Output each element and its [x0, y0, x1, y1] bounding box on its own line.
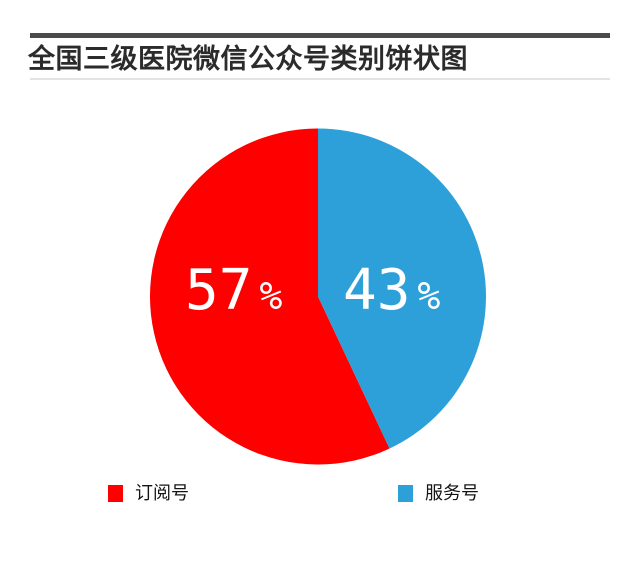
- legend-swatch-red: [108, 485, 123, 502]
- percent-sign: %: [417, 274, 441, 318]
- pie-slice-subscription-account: [150, 128, 390, 465]
- pie-chart: [150, 128, 486, 465]
- pie-slice-service-account: [318, 128, 486, 449]
- legend-label: 订阅号: [135, 483, 189, 503]
- percent-sign: %: [259, 274, 283, 318]
- legend-item-service: 服务号: [398, 483, 479, 503]
- header-top-rule: [30, 33, 610, 38]
- legend-swatch-blue: [398, 485, 413, 502]
- legend-label: 服务号: [425, 483, 479, 503]
- pie-label-service-percent: 43%: [343, 263, 440, 319]
- pie-label-subscription-percent: 57%: [185, 263, 282, 319]
- header-bottom-rule: [30, 78, 610, 80]
- chart-title: 全国三级医院微信公众号类别饼状图: [28, 44, 468, 74]
- percent-number: 57: [185, 258, 253, 323]
- legend-item-subscription: 订阅号: [108, 483, 189, 503]
- percent-number: 43: [343, 258, 411, 323]
